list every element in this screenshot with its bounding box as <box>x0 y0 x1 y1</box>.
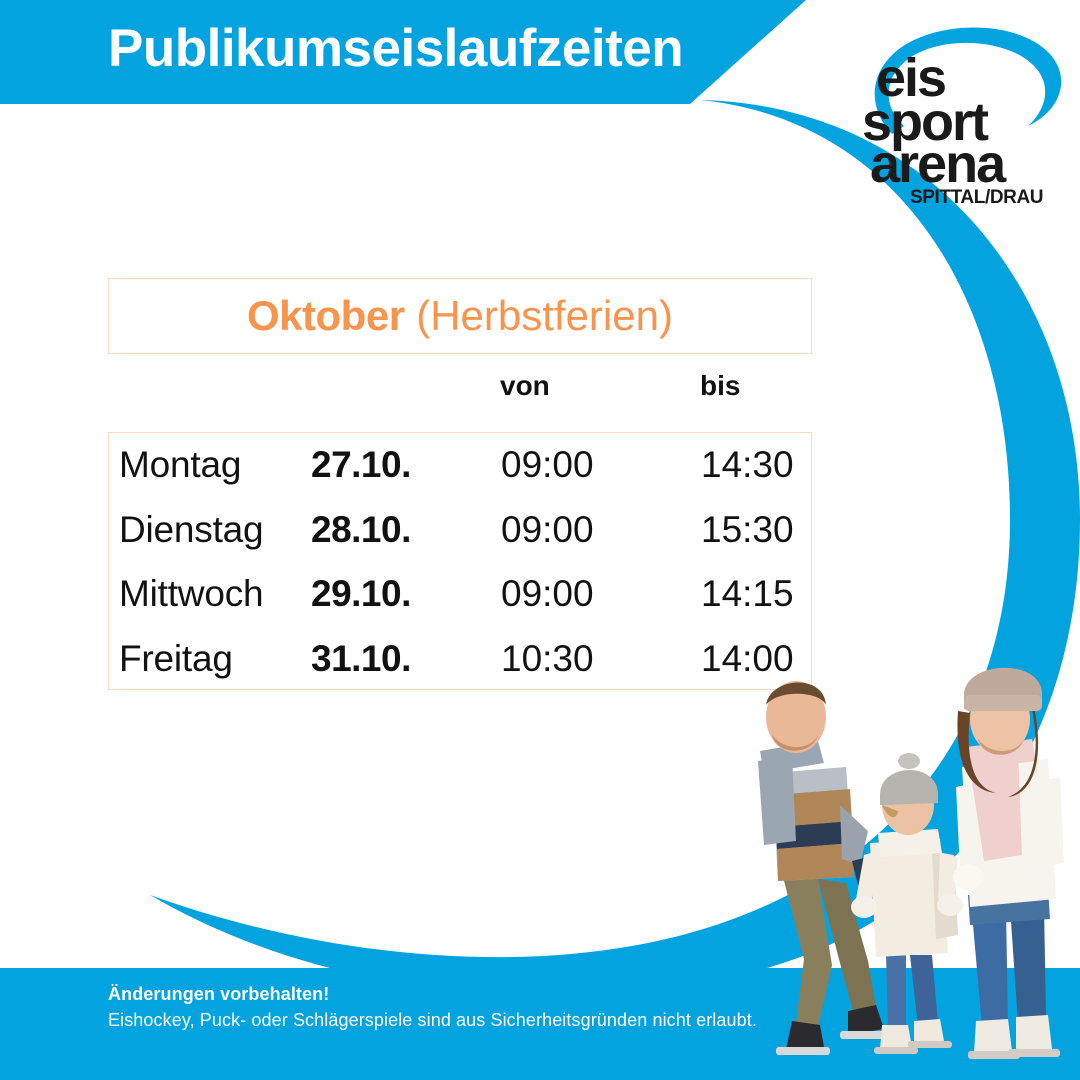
cell-date: 29.10. <box>311 573 411 614</box>
month-note: (Herbstferien) <box>416 292 673 339</box>
eissportarena-logo: eis sport arena SPITTAL/DRAU <box>852 14 1074 214</box>
column-header-to: bis <box>700 370 741 401</box>
page-title: Publikumseislaufzeiten <box>108 19 684 78</box>
svg-text:SPITTAL/DRAU: SPITTAL/DRAU <box>910 187 1043 208</box>
cell-date: 28.10. <box>311 508 411 550</box>
cell-from: 09:00 <box>501 573 594 614</box>
cell-to: 14:30 <box>701 444 794 485</box>
cell-day: Freitag <box>119 637 233 679</box>
figure-woman <box>953 667 1064 1059</box>
footer-notice-detail: Eishockey, Puck- oder Schlägerspiele sin… <box>108 1009 757 1030</box>
footer-notice-bold: Änderungen vorbehalten! <box>108 984 330 1004</box>
column-header-from: von <box>500 370 550 401</box>
cell-to: 15:30 <box>701 508 794 550</box>
cell-date: 31.10. <box>311 637 411 679</box>
cell-to: 14:15 <box>701 573 794 614</box>
table-row: Dienstag 28.10. 09:00 15:30 <box>109 498 811 563</box>
table-column-headers: von bis <box>108 372 812 414</box>
cell-day: Mittwoch <box>119 573 264 614</box>
table-row: Montag 27.10. 09:00 14:30 <box>109 433 811 498</box>
cell-day: Montag <box>119 444 242 485</box>
svg-text:arena: arena <box>870 134 1007 194</box>
cell-date: 27.10. <box>311 444 411 485</box>
month-name: Oktober <box>247 292 405 339</box>
table-row: Mittwoch 29.10. 09:00 14:15 <box>109 562 811 627</box>
footer-text: Änderungen vorbehalten! Eishockey, Puck-… <box>108 982 757 1033</box>
cell-day: Dienstag <box>119 508 264 550</box>
month-title-line: Oktober (Herbstferien) <box>247 295 673 337</box>
cell-from: 09:00 <box>501 444 594 485</box>
schedule-table: Montag 27.10. 09:00 14:30 Dienstag 28.10… <box>108 432 812 690</box>
month-title-box: Oktober (Herbstferien) <box>108 278 812 354</box>
cell-from: 09:00 <box>501 508 594 550</box>
svg-text:eis: eis <box>876 48 945 108</box>
cell-from: 10:30 <box>501 637 594 679</box>
family-ice-skating-photo <box>758 667 1064 1059</box>
